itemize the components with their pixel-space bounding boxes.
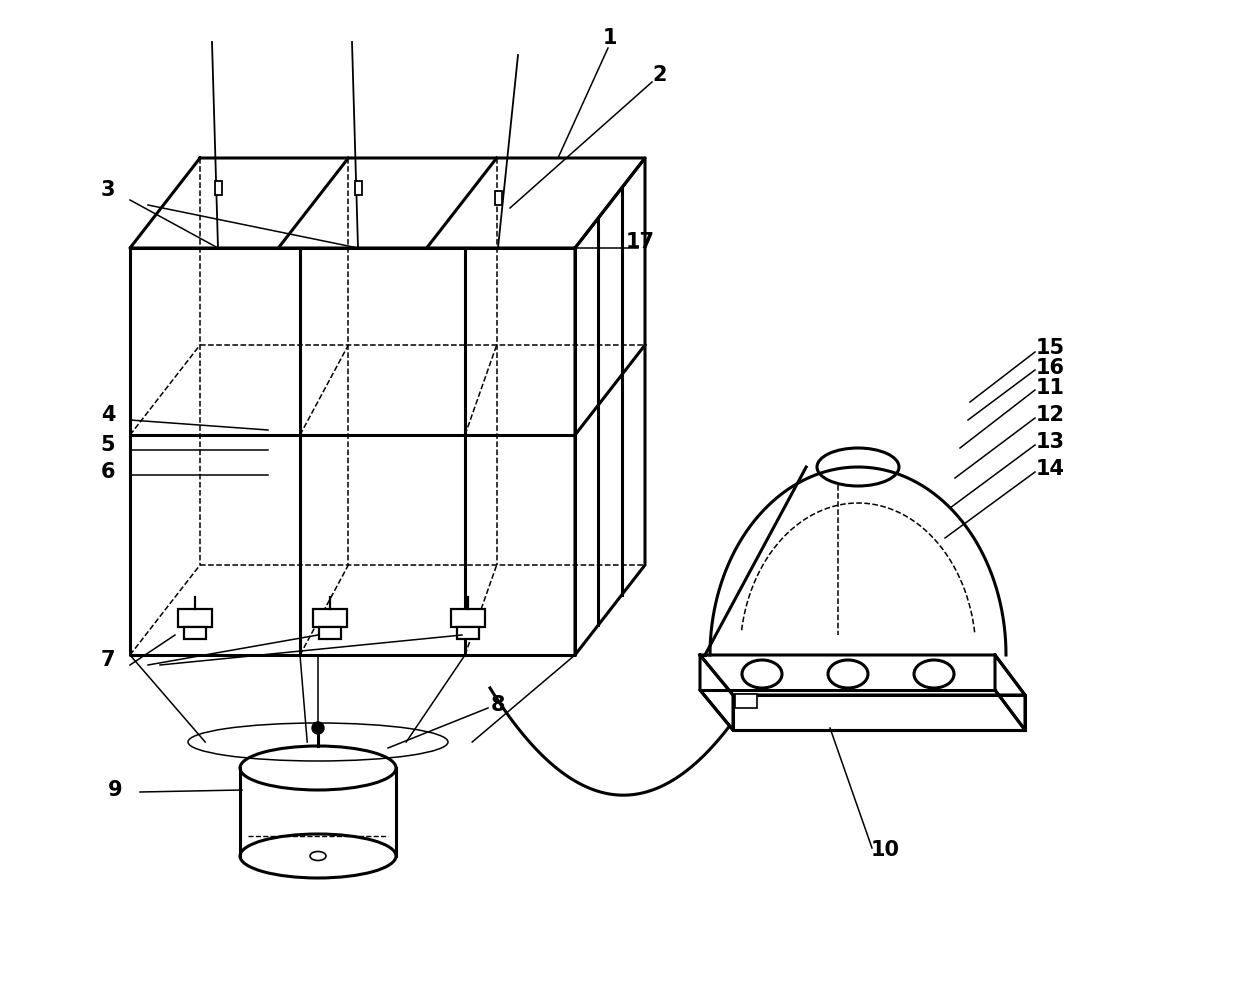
Bar bbox=[319, 627, 341, 639]
Text: 8: 8 bbox=[491, 695, 505, 715]
Text: 13: 13 bbox=[1035, 432, 1064, 452]
Text: 9: 9 bbox=[108, 780, 123, 800]
Bar bbox=[735, 694, 756, 708]
Bar bbox=[179, 609, 212, 627]
Ellipse shape bbox=[312, 722, 324, 734]
Text: 6: 6 bbox=[100, 462, 115, 482]
Bar bbox=[184, 627, 206, 639]
Text: 7: 7 bbox=[100, 650, 115, 670]
Text: 5: 5 bbox=[100, 435, 115, 455]
Text: 15: 15 bbox=[1035, 338, 1065, 358]
Text: 14: 14 bbox=[1035, 459, 1064, 479]
Bar bbox=[312, 609, 347, 627]
FancyBboxPatch shape bbox=[495, 191, 501, 205]
Text: 1: 1 bbox=[603, 28, 618, 48]
FancyBboxPatch shape bbox=[355, 181, 362, 195]
Text: 12: 12 bbox=[1035, 405, 1064, 425]
Text: 2: 2 bbox=[652, 65, 667, 85]
Text: 3: 3 bbox=[100, 180, 115, 200]
Text: 16: 16 bbox=[1035, 358, 1064, 378]
Text: 10: 10 bbox=[870, 840, 899, 860]
FancyBboxPatch shape bbox=[215, 181, 222, 195]
Bar bbox=[458, 627, 479, 639]
Text: 17: 17 bbox=[625, 232, 655, 252]
Text: 11: 11 bbox=[1035, 378, 1064, 398]
Text: 4: 4 bbox=[100, 405, 115, 425]
Bar bbox=[451, 609, 485, 627]
